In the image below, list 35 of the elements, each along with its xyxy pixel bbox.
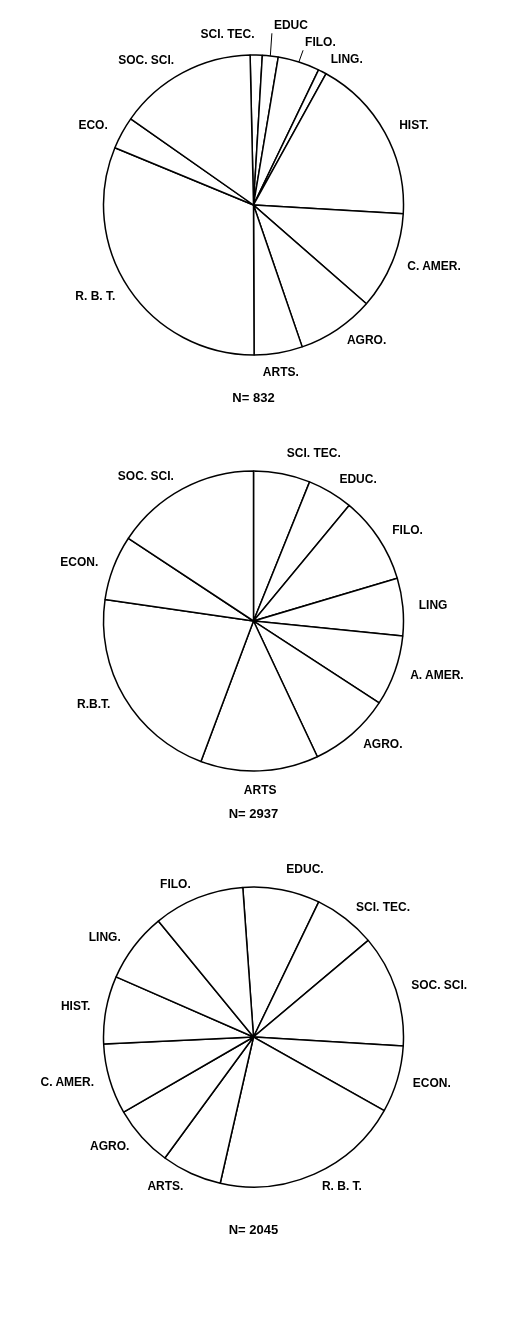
slice-label: EDUC (273, 17, 309, 32)
slice-label: ECON. (412, 1075, 451, 1090)
slice-label: C. AMER. (407, 259, 461, 274)
slice-label: FILO. (392, 522, 423, 537)
slice-label: AGRO. (363, 737, 403, 752)
slice-label: ECON. (60, 554, 99, 569)
slice-label: ARTS. (262, 365, 299, 380)
slice-label: SOC. SCI. (411, 977, 468, 992)
text: N= 2937 (227, 806, 280, 823)
slice-label: LING (418, 597, 448, 612)
slice-label: HIST. (399, 118, 429, 133)
slice-label: EDUC. (286, 862, 324, 877)
slice-label: R. B. T. (321, 1179, 362, 1194)
text: N= 832 (231, 390, 276, 407)
text: N= 2045 (227, 1222, 280, 1239)
slice-label: SCI. TEC. (200, 27, 255, 42)
slice-label: ARTS. (147, 1178, 184, 1193)
slice-label: LING. (88, 930, 121, 945)
slice-label: ARTS (243, 783, 277, 798)
slice-label: A. AMER. (410, 667, 464, 682)
slice-label: AGRO. (346, 333, 387, 348)
slice-label: HIST. (60, 999, 91, 1014)
slice-label: R. B. T. (75, 288, 116, 303)
slice-label: SCI. TEC. (286, 446, 341, 461)
slice-label: R.B.T. (76, 696, 111, 711)
slice-label: AGRO. (90, 1138, 130, 1153)
slice-label: SOC. SCI. (117, 468, 174, 483)
slice-label: C. AMER. (40, 1075, 95, 1090)
slice-label: LING. (330, 51, 363, 66)
slice-label: SCI. TEC. (356, 899, 411, 914)
slice-label: SOC. SCI. (118, 52, 175, 67)
slice-label: ECO. (78, 118, 108, 133)
slice-label: EDUC. (339, 472, 377, 487)
slice-label: FILO. (160, 876, 191, 891)
slice-label: FILO. (305, 34, 336, 49)
